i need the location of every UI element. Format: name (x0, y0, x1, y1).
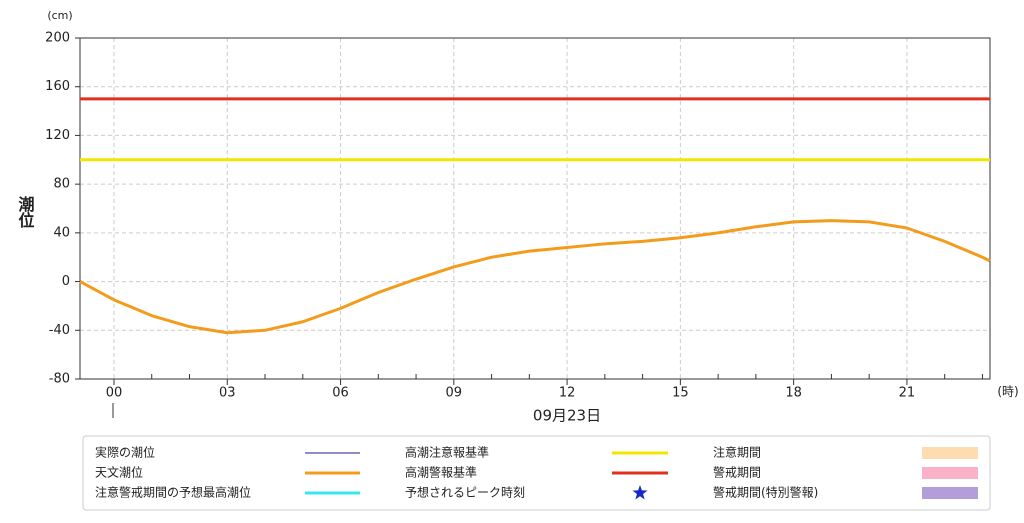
y-axis-label: 潮位 (16, 195, 35, 229)
y-tick-label: 80 (53, 177, 70, 192)
plot-frame (79, 37, 991, 380)
x-tick-label: 18 (785, 386, 802, 401)
legend-symbol (922, 467, 978, 479)
y-tick-label: -40 (49, 323, 70, 338)
y-tick-label: 40 (53, 225, 70, 240)
legend-symbol (922, 447, 978, 459)
x-tick-label: 03 (219, 386, 236, 401)
legend-label: 天文潮位 (95, 465, 143, 480)
x-tick-label: 15 (672, 386, 689, 401)
date-label: 09月23日 (533, 407, 601, 425)
legend-label: 実際の潮位 (95, 445, 155, 460)
series-line (79, 219, 991, 335)
y-tick-label: 200 (45, 31, 70, 46)
x-tick-label: 21 (899, 386, 916, 401)
x-tick-label: 00 (106, 386, 123, 401)
x-tick-label: 12 (559, 386, 576, 401)
y-tick-label: 160 (45, 79, 70, 94)
y-tick-label: 0 (62, 274, 70, 289)
legend-symbol (632, 485, 648, 500)
legend-label: 高潮注意報基準 (405, 445, 489, 460)
legend-label: 高潮警報基準 (405, 465, 477, 480)
legend-label: 注意警戒期間の予想最高潮位 (95, 485, 251, 500)
legend-label: 予想されるピーク時刻 (405, 485, 525, 500)
x-tick-label: 09 (446, 386, 463, 401)
y-unit: (cm) (47, 9, 72, 22)
y-tick-label: 120 (45, 128, 70, 143)
legend-label: 注意期間 (713, 445, 761, 460)
x-tick-label: 06 (332, 386, 349, 401)
legend-label: 警戒期間 (713, 465, 761, 480)
legend-symbol (922, 487, 978, 499)
x-unit: (時) (997, 385, 1018, 399)
y-tick-label: -80 (49, 372, 70, 387)
legend-label: 警戒期間(特別警報) (713, 485, 818, 500)
